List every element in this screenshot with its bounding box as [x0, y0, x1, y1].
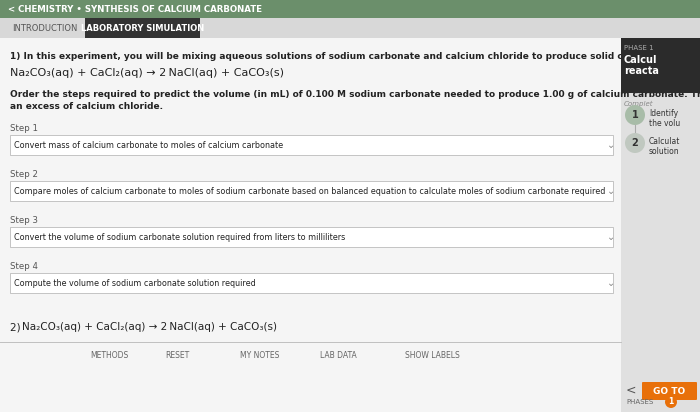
Text: ⌄: ⌄	[607, 278, 615, 288]
Text: Step 4: Step 4	[10, 262, 38, 271]
Text: Convert mass of calcium carbonate to moles of calcium carbonate: Convert mass of calcium carbonate to mol…	[14, 140, 283, 150]
Text: Na₂CO₃(aq) + CaCl₂(aq) → 2 NaCl(aq) + CaCO₃(s): Na₂CO₃(aq) + CaCl₂(aq) → 2 NaCl(aq) + Ca…	[10, 68, 284, 78]
FancyBboxPatch shape	[642, 382, 697, 400]
Text: Step 1: Step 1	[10, 124, 38, 133]
Circle shape	[625, 105, 645, 125]
Text: 1) In this experiment, you will be mixing aqueous solutions of sodium carbonate : 1) In this experiment, you will be mixin…	[10, 52, 700, 61]
FancyBboxPatch shape	[0, 0, 700, 18]
Text: 1: 1	[631, 110, 638, 120]
Text: ⌄: ⌄	[607, 140, 615, 150]
Text: PHASES: PHASES	[626, 399, 653, 405]
Circle shape	[625, 133, 645, 153]
Text: Step 3: Step 3	[10, 216, 38, 225]
Text: 1: 1	[668, 398, 673, 407]
Text: Complet: Complet	[624, 101, 654, 107]
FancyBboxPatch shape	[10, 135, 613, 155]
Text: METHODS: METHODS	[90, 351, 128, 360]
Text: ⌄: ⌄	[607, 186, 615, 196]
Text: Compute the volume of sodium carbonate solution required: Compute the volume of sodium carbonate s…	[14, 279, 255, 288]
Text: Identify: Identify	[649, 109, 678, 118]
FancyBboxPatch shape	[85, 18, 200, 38]
Text: an excess of calcium chloride.: an excess of calcium chloride.	[10, 102, 163, 111]
Text: 2): 2)	[10, 322, 24, 332]
Text: Step 2: Step 2	[10, 170, 38, 179]
Text: INTRODUCTION: INTRODUCTION	[12, 23, 78, 33]
Text: Compare moles of calcium carbonate to moles of sodium carbonate based on balance: Compare moles of calcium carbonate to mo…	[14, 187, 606, 196]
Text: reacta: reacta	[624, 66, 659, 76]
Text: Convert the volume of sodium carbonate solution required from liters to millilit: Convert the volume of sodium carbonate s…	[14, 232, 345, 241]
Text: MY NOTES: MY NOTES	[240, 351, 279, 360]
Text: GO TO: GO TO	[653, 386, 685, 396]
FancyBboxPatch shape	[621, 38, 700, 93]
Text: 2: 2	[631, 138, 638, 148]
Text: < CHEMISTRY • SYNTHESIS OF CALCIUM CARBONATE: < CHEMISTRY • SYNTHESIS OF CALCIUM CARBO…	[8, 5, 262, 14]
Text: RESET: RESET	[165, 351, 189, 360]
Text: the volu: the volu	[649, 119, 680, 128]
FancyBboxPatch shape	[621, 38, 700, 412]
Text: PHASE 1: PHASE 1	[624, 45, 654, 51]
Text: Na₂CO₃(aq) + CaCl₂(aq) → 2 NaCl(aq) + CaCO₃(s): Na₂CO₃(aq) + CaCl₂(aq) → 2 NaCl(aq) + Ca…	[22, 322, 277, 332]
FancyBboxPatch shape	[10, 181, 613, 201]
Circle shape	[665, 396, 677, 408]
Text: solution: solution	[649, 147, 680, 156]
FancyBboxPatch shape	[10, 273, 613, 293]
FancyBboxPatch shape	[0, 38, 621, 412]
FancyBboxPatch shape	[0, 18, 700, 38]
Text: Calculat: Calculat	[649, 137, 680, 146]
Text: Calcul: Calcul	[624, 55, 657, 65]
Text: Order the steps required to predict the volume (in mL) of 0.100 ​M sodium carbon: Order the steps required to predict the …	[10, 90, 700, 99]
Text: SHOW LABELS: SHOW LABELS	[405, 351, 460, 360]
Text: ⌄: ⌄	[607, 232, 615, 242]
Text: LAB DATA: LAB DATA	[320, 351, 357, 360]
Text: LABORATORY SIMULATION: LABORATORY SIMULATION	[81, 23, 204, 33]
Text: <: <	[626, 384, 636, 396]
FancyBboxPatch shape	[10, 227, 613, 247]
